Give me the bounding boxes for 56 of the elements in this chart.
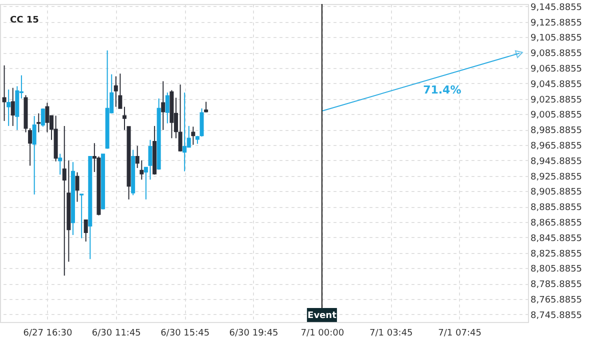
y-tick-label: 8,805.8855: [530, 264, 582, 275]
x-tick-label: 6/27 16:30: [23, 328, 72, 338]
text: CC 15: [10, 15, 39, 26]
y-tick-label: 9,005.8855: [530, 110, 582, 121]
y-tick-label: 8,985.8855: [530, 126, 582, 136]
x-tick-label: 6/30 15:45: [160, 328, 210, 338]
candlestick: [58, 153, 62, 176]
candlestick: [186, 125, 191, 148]
candlestick: [161, 80, 166, 130]
candlestick: [148, 139, 152, 180]
candlestick: [140, 160, 144, 180]
y-tick-label: 9,145.8855: [530, 2, 582, 13]
x-tick-label: 6/30 19:45: [229, 328, 278, 338]
ref-line-label: Event: [308, 311, 338, 321]
y-tick-label: 9,085.8855: [530, 49, 582, 60]
candlestick: [6, 89, 11, 126]
y-tick-label: 9,125.8855: [530, 18, 582, 28]
candlestick: [84, 219, 88, 242]
candlestick: [62, 125, 66, 276]
y-tick-label: 9,105.8855: [530, 34, 582, 44]
y-tick-label: 8,765.8855: [530, 295, 582, 306]
y-tick-label: 8,965.8855: [530, 141, 582, 152]
annotation: 71.4%: [423, 83, 462, 96]
y-tick-label: 9,025.8855: [530, 95, 582, 106]
candlestick: [10, 87, 15, 126]
candlestick: [118, 73, 122, 109]
candlestick: [200, 108, 204, 138]
candlestick: [191, 126, 196, 146]
candlestick: [45, 102, 50, 133]
candlestick: [32, 116, 36, 195]
candlestick: [2, 64, 6, 122]
y-tick-label: 9,065.8855: [530, 64, 582, 74]
x-tick-label: 6/30 11:45: [92, 328, 141, 338]
y-tick-label: 8,905.8855: [530, 188, 582, 198]
candlestick: [36, 112, 41, 133]
y-tick-label: 8,865.8855: [530, 218, 582, 228]
y-tick-label: 8,825.8855: [530, 249, 582, 260]
x-tick-label: 7/1 00:00: [300, 328, 344, 338]
candlestick: [122, 106, 126, 130]
x-tick-label: 7/1 03:45: [369, 328, 413, 338]
candlestick: [40, 108, 45, 128]
y-tick-label: 8,885.8855: [530, 203, 582, 214]
y-tick-label: 8,785.8855: [530, 280, 582, 290]
candlestick: [204, 101, 208, 113]
candlestick: [80, 194, 84, 239]
candlestick: [114, 76, 118, 108]
x-tick-label: 7/1 07:45: [438, 328, 482, 338]
candlestick: [178, 84, 182, 152]
y-tick-label: 8,925.8855: [530, 172, 582, 182]
candlestick: [165, 92, 170, 124]
candlestick: [182, 92, 187, 172]
y-tick-label: 8,745.8855: [530, 310, 582, 321]
candlestick: [75, 172, 80, 202]
y-tick-label: 9,045.8855: [530, 80, 582, 90]
y-tick-label: 8,945.8855: [530, 156, 582, 167]
y-tick-label: 8,845.8855: [530, 234, 582, 244]
